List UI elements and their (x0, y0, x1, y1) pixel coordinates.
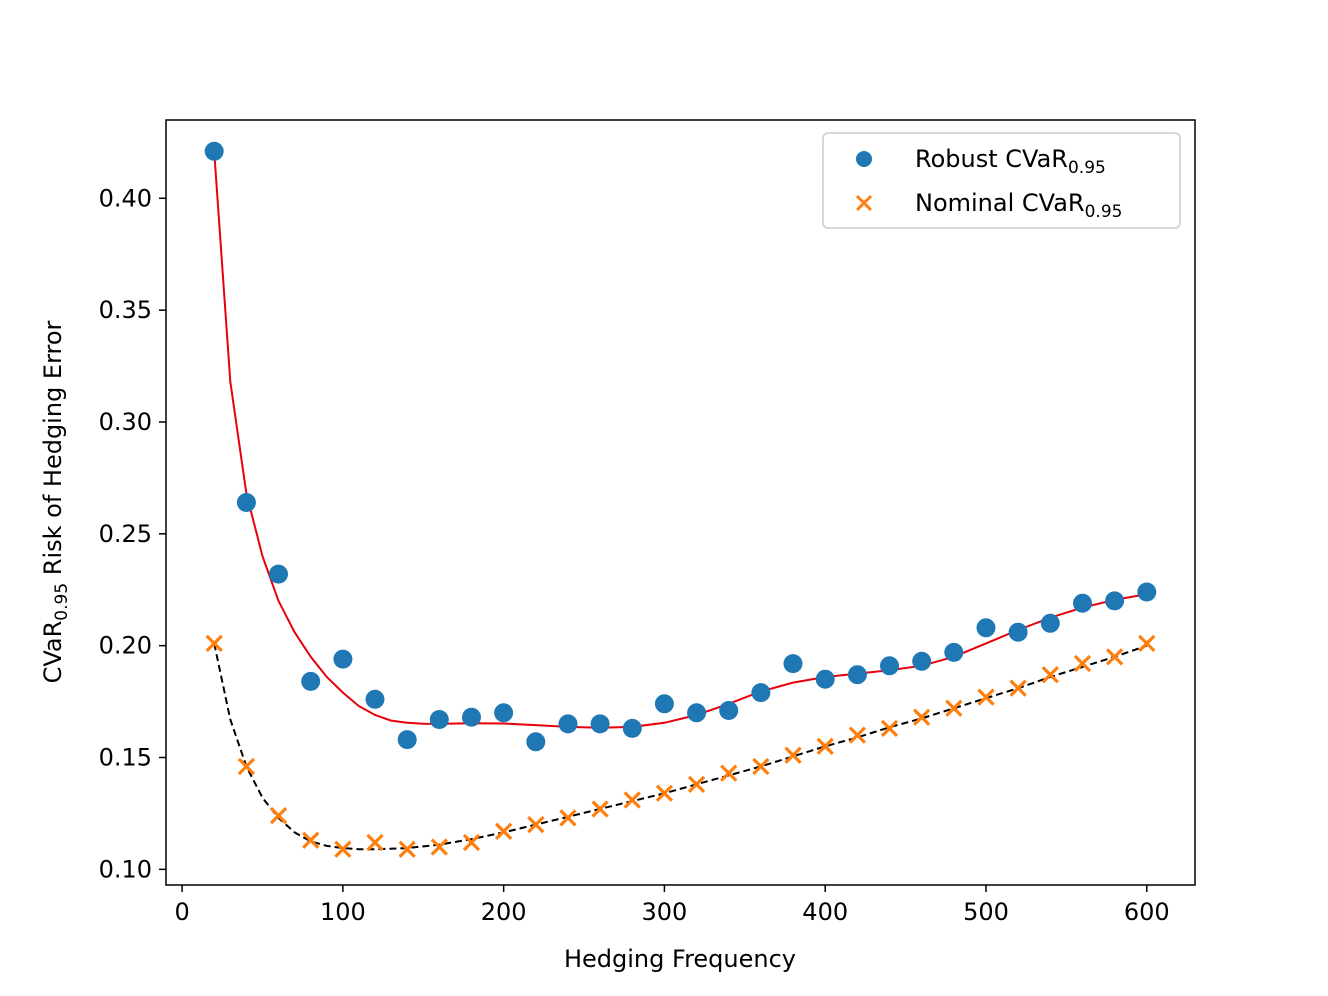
plot-frame (165, 119, 1196, 886)
nominal-point (1105, 648, 1124, 666)
robust-point (815, 669, 835, 689)
robust-point (526, 732, 546, 752)
robust-point (462, 707, 481, 727)
nominal-point (687, 775, 706, 793)
nominal-point (655, 784, 674, 802)
robust-point (236, 493, 256, 512)
nominal-point (880, 719, 899, 738)
nominal-point (237, 757, 256, 776)
robust-point (783, 654, 803, 674)
robust-point (397, 730, 417, 750)
legend-label-nominal: Nominal CVaR0.95 (915, 189, 1122, 222)
robust-point (1040, 613, 1060, 633)
nominal-point (269, 807, 288, 825)
y-tick-label: 0.10 (99, 855, 152, 883)
robust-point (494, 703, 514, 723)
x-axis: 0 100 200 300 400 500 600 (174, 885, 1170, 926)
nominal-point (398, 840, 416, 858)
legend-label-nominal-name: Nominal CVaR (915, 189, 1085, 217)
nominal-point (495, 822, 513, 840)
x-tick-label: 0 (174, 898, 189, 926)
plot-layer (204, 141, 1157, 858)
y-axis: 0.10 0.15 0.20 0.25 0.30 0.35 0.40 (99, 184, 166, 883)
nominal-point (977, 688, 995, 706)
robust-point (912, 651, 932, 671)
x-tick-label: 300 (642, 898, 688, 926)
nominal-point (302, 831, 320, 849)
nominal-point (1009, 679, 1027, 697)
legend-label-robust: Robust CVaR0.95 (915, 145, 1106, 178)
nominal-point (1138, 634, 1156, 653)
y-tick-label: 0.25 (99, 520, 152, 548)
legend-label-robust-sub: 0.95 (1068, 158, 1106, 178)
robust-point (751, 683, 771, 703)
robust-point (558, 714, 578, 734)
nominal-point (591, 800, 609, 818)
x-tick-label: 500 (963, 898, 1009, 926)
y-tick-label: 0.30 (99, 408, 152, 436)
legend-marker-nominal (855, 194, 873, 212)
x-axis-label: Hedging Frequency (564, 945, 796, 973)
y-tick-label: 0.40 (99, 184, 152, 212)
nominal-point (784, 746, 802, 764)
robust-point (944, 642, 964, 662)
nominal-point (945, 699, 963, 717)
robust-point (204, 141, 224, 161)
x-tick-label: 100 (320, 898, 366, 926)
robust-point (301, 671, 321, 691)
robust-point (365, 689, 385, 709)
robust-point (719, 701, 739, 720)
y-tick-label: 0.35 (99, 296, 152, 324)
nominal-point (205, 634, 223, 653)
y-tick-label: 0.15 (99, 744, 152, 772)
robust-point (654, 694, 674, 714)
legend-label-nominal-sub: 0.95 (1085, 202, 1123, 222)
legend-box (822, 132, 1181, 229)
y-axis-label: CVaR0.95 Risk of Hedging Error (39, 320, 72, 683)
nominal-point (527, 815, 545, 834)
robust-point (1073, 593, 1092, 613)
robust-point (622, 718, 642, 738)
y-axis-label-subscript: 0.95 (52, 583, 72, 621)
nominal-point (623, 791, 641, 809)
nominal-point (430, 838, 448, 856)
nominal-point (848, 726, 866, 744)
x-tick-label: 400 (802, 898, 848, 926)
robust-point (1105, 591, 1125, 611)
robust-point (590, 714, 610, 734)
robust-point (847, 665, 867, 685)
nominal-point (1073, 654, 1092, 673)
x-tick-label: 600 (1124, 898, 1170, 926)
nominal-point (816, 737, 834, 755)
x-tick-label: 200 (481, 898, 527, 926)
legend: Robust CVaR0.95 Nominal CVaR0.95 (822, 132, 1181, 229)
y-axis-label-suffix: Risk of Hedging Error (39, 320, 67, 582)
robust-point (429, 710, 449, 729)
nominal-point (462, 833, 481, 852)
robust-point (1137, 582, 1157, 602)
nominal-point (1041, 666, 1059, 684)
y-axis-label-prefix: CVaR (39, 621, 67, 684)
nominal-point (913, 708, 931, 726)
robust-point (1008, 622, 1028, 642)
nominal-point (559, 809, 577, 827)
nominal-point (720, 764, 738, 782)
legend-marker-robust (856, 151, 872, 167)
robust-point (976, 618, 996, 638)
nominal-point (366, 833, 384, 852)
robust-point (687, 703, 707, 723)
legend-label-robust-name: Robust CVaR (915, 145, 1068, 173)
robust-point (880, 656, 899, 676)
robust-point (269, 564, 288, 584)
robust-point (333, 649, 353, 669)
y-tick-label: 0.20 (99, 632, 152, 660)
nominal-point (334, 840, 352, 858)
nominal-point (752, 757, 770, 776)
